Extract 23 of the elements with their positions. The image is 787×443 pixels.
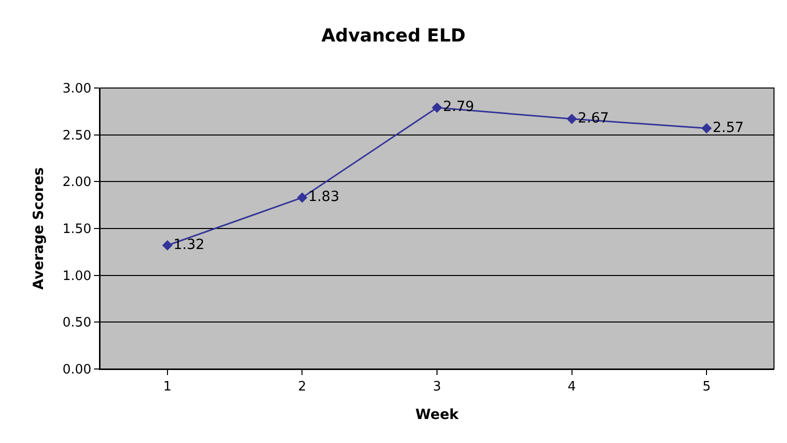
- x-tick-label: 1: [163, 380, 172, 395]
- point: [566, 114, 577, 124]
- y-tick-label: 0.50: [62, 316, 92, 331]
- y-tick-label: 1.00: [62, 268, 92, 284]
- data-label: 2.57: [712, 120, 744, 136]
- x-axis-title: Week: [415, 406, 460, 423]
- point: [432, 102, 442, 113]
- x-tick-label: 5: [702, 380, 711, 395]
- y-tick-label: 1.50: [62, 222, 92, 238]
- y-tick-label: 3.00: [62, 82, 92, 97]
- y-axis-title: Average Scores: [31, 167, 48, 290]
- x-tick-label: 3: [432, 380, 442, 395]
- x-tick-label: 4: [568, 380, 576, 395]
- point: [297, 192, 308, 203]
- y-tick-label: 2.00: [62, 175, 92, 190]
- point: [162, 240, 173, 251]
- chart-title: Advanced ELD: [321, 26, 466, 47]
- y-tick-label: 0.00: [62, 362, 92, 378]
- point: [701, 123, 712, 134]
- data-label: 1.32: [173, 236, 205, 253]
- x-tick-label: 2: [298, 380, 306, 395]
- y-tick-label: 2.50: [62, 128, 92, 144]
- data-label: 1.83: [308, 189, 340, 206]
